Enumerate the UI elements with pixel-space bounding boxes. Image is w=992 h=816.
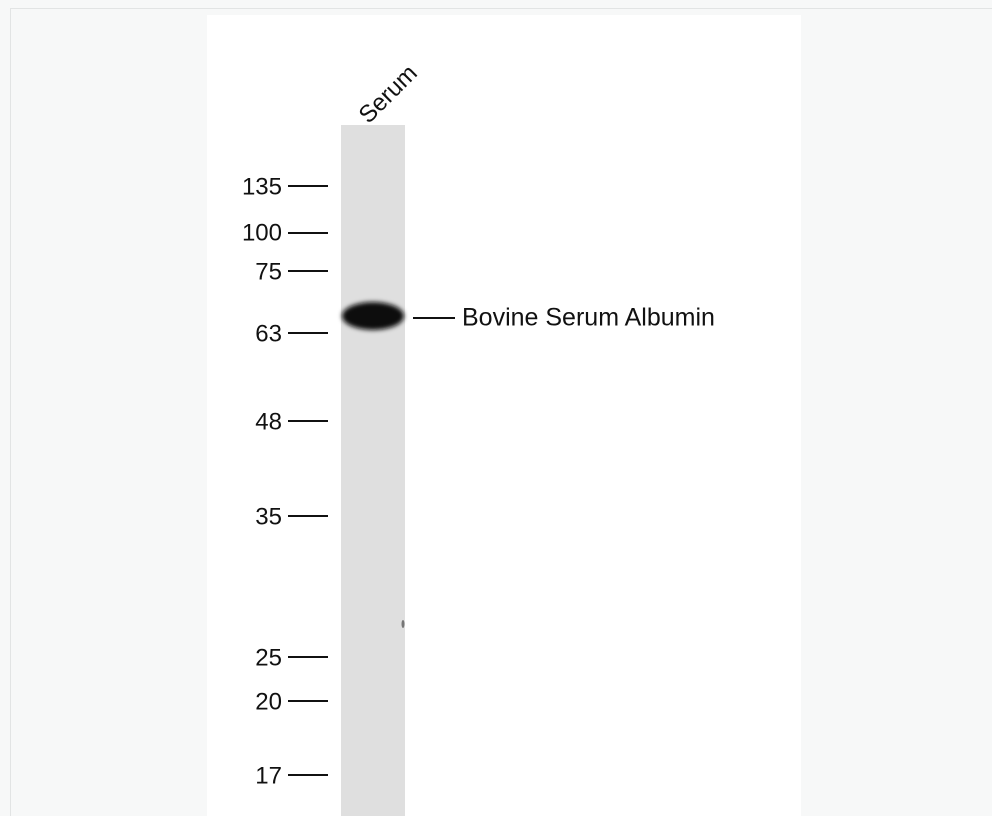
band <box>342 302 404 330</box>
marker-label: 48 <box>255 408 282 435</box>
marker-label: 25 <box>255 644 282 671</box>
marker-label: 63 <box>255 320 282 347</box>
lane <box>341 125 405 816</box>
screenshot: Serum 135 100 75 63 48 35 25 20 17 Bovin… <box>0 0 992 816</box>
marker-label: 20 <box>255 688 282 715</box>
marker-label: 135 <box>242 173 282 200</box>
band-label: Bovine Serum Albumin <box>462 304 715 332</box>
speck <box>402 620 405 628</box>
marker-label: 17 <box>255 762 282 789</box>
page: Serum 135 100 75 63 48 35 25 20 17 Bovin… <box>0 0 992 816</box>
blot-panel <box>207 15 801 816</box>
marker-label: 35 <box>255 503 282 530</box>
marker-label: 75 <box>255 258 282 285</box>
marker-label: 100 <box>242 219 282 246</box>
